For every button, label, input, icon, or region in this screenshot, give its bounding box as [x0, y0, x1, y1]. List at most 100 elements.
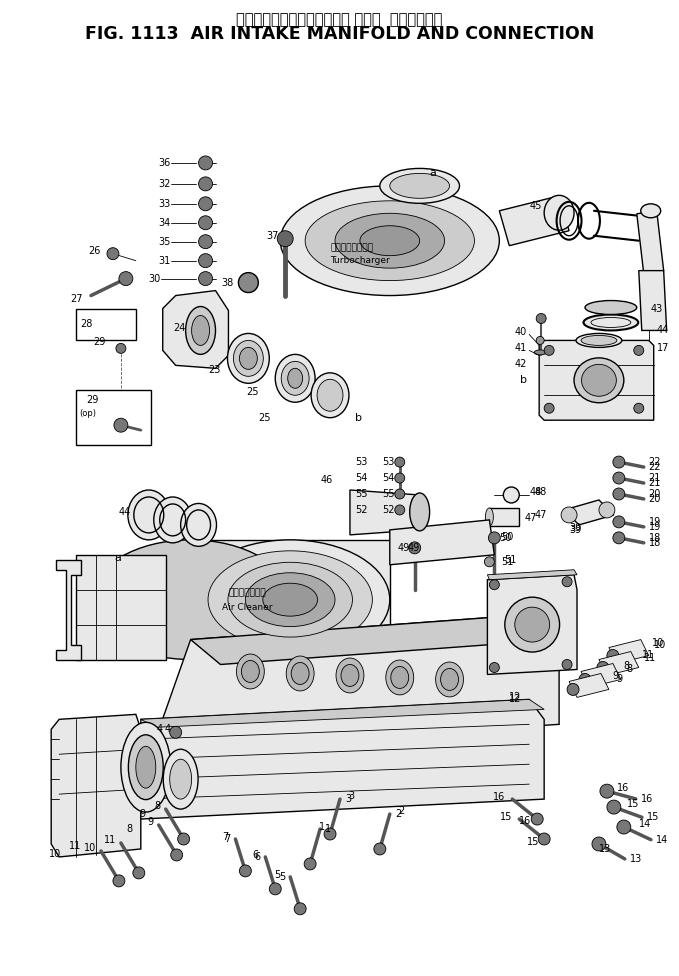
Text: 32: 32 — [158, 179, 170, 189]
Text: 55: 55 — [382, 489, 394, 499]
Text: 2: 2 — [394, 809, 401, 819]
Text: 47: 47 — [534, 509, 547, 520]
Text: 13: 13 — [599, 844, 611, 854]
Text: 7: 7 — [222, 832, 228, 842]
Text: 48: 48 — [529, 487, 541, 497]
Text: 54: 54 — [382, 473, 394, 483]
Polygon shape — [141, 700, 544, 727]
Text: 29: 29 — [94, 338, 106, 347]
Circle shape — [238, 272, 258, 293]
Text: 10: 10 — [654, 639, 666, 650]
Circle shape — [613, 516, 625, 528]
Circle shape — [562, 577, 572, 587]
Circle shape — [198, 234, 213, 249]
Circle shape — [394, 457, 405, 468]
Circle shape — [490, 663, 499, 672]
Circle shape — [116, 344, 126, 353]
Text: 8: 8 — [624, 662, 630, 671]
Text: 8: 8 — [155, 801, 161, 811]
Circle shape — [170, 726, 182, 738]
Ellipse shape — [280, 185, 499, 296]
Ellipse shape — [263, 584, 318, 616]
Text: 33: 33 — [158, 199, 170, 209]
Text: 13: 13 — [630, 854, 642, 864]
Circle shape — [538, 833, 550, 845]
Text: 10: 10 — [84, 843, 96, 853]
Circle shape — [599, 502, 615, 518]
Ellipse shape — [390, 174, 449, 198]
Text: 15: 15 — [647, 812, 659, 823]
Circle shape — [394, 505, 405, 515]
Text: 16: 16 — [617, 783, 629, 793]
Text: Turbocharger: Turbocharger — [330, 256, 390, 265]
Circle shape — [488, 532, 500, 544]
Text: FIG. 1113  AIR INTAKE MANIFOLD AND CONNECTION: FIG. 1113 AIR INTAKE MANIFOLD AND CONNEC… — [85, 25, 594, 43]
Circle shape — [240, 865, 251, 876]
Text: 21: 21 — [648, 473, 661, 483]
Text: 9: 9 — [147, 817, 153, 827]
Text: 53: 53 — [356, 457, 368, 468]
Text: 14: 14 — [656, 834, 668, 844]
Circle shape — [607, 800, 621, 814]
Text: 7: 7 — [224, 834, 230, 844]
Ellipse shape — [585, 301, 637, 314]
Circle shape — [562, 660, 572, 670]
Ellipse shape — [576, 334, 622, 347]
Polygon shape — [350, 490, 420, 535]
Ellipse shape — [305, 201, 475, 280]
Text: 6: 6 — [254, 852, 260, 862]
Text: a: a — [114, 552, 121, 563]
Ellipse shape — [288, 368, 303, 388]
Ellipse shape — [380, 169, 460, 203]
Text: 16: 16 — [641, 793, 653, 804]
Circle shape — [634, 346, 644, 355]
Ellipse shape — [441, 669, 458, 690]
Ellipse shape — [583, 314, 638, 331]
Text: 9: 9 — [140, 809, 146, 819]
Text: 1: 1 — [319, 822, 325, 832]
Text: 50: 50 — [501, 532, 514, 542]
Ellipse shape — [336, 658, 364, 693]
Polygon shape — [163, 291, 228, 368]
Text: 49: 49 — [407, 543, 420, 552]
Text: 16: 16 — [493, 793, 505, 802]
Text: 9: 9 — [617, 674, 623, 684]
Ellipse shape — [436, 662, 464, 697]
Ellipse shape — [128, 490, 170, 540]
Polygon shape — [564, 500, 614, 525]
Circle shape — [191, 320, 210, 341]
Text: 19: 19 — [648, 517, 661, 527]
Circle shape — [324, 828, 336, 840]
Text: 42: 42 — [515, 359, 527, 369]
Circle shape — [536, 313, 546, 323]
Ellipse shape — [317, 380, 343, 411]
Text: エアーインテークマニホルド および  コネクション: エアーインテークマニホルド および コネクション — [236, 12, 443, 26]
Circle shape — [119, 271, 133, 286]
Circle shape — [561, 507, 577, 523]
Text: 3: 3 — [348, 792, 354, 801]
Text: 51: 51 — [501, 556, 514, 567]
Ellipse shape — [128, 735, 163, 799]
Ellipse shape — [191, 540, 390, 660]
Ellipse shape — [311, 373, 349, 418]
Text: 20: 20 — [648, 494, 661, 504]
Ellipse shape — [91, 540, 290, 660]
Circle shape — [634, 403, 644, 413]
Text: 39: 39 — [569, 523, 581, 533]
Circle shape — [531, 813, 543, 825]
Polygon shape — [191, 540, 390, 660]
Text: 22: 22 — [648, 457, 661, 468]
Text: 35: 35 — [158, 237, 170, 247]
Ellipse shape — [208, 550, 372, 648]
Ellipse shape — [153, 497, 191, 543]
Ellipse shape — [245, 573, 335, 627]
Text: 6: 6 — [252, 850, 258, 860]
Text: 26: 26 — [88, 246, 101, 256]
Ellipse shape — [581, 336, 617, 346]
Text: 16: 16 — [519, 816, 531, 826]
Text: 11: 11 — [644, 653, 656, 663]
Ellipse shape — [242, 661, 259, 682]
Text: 46: 46 — [320, 475, 332, 485]
Text: 40: 40 — [515, 327, 527, 338]
Circle shape — [544, 346, 554, 355]
